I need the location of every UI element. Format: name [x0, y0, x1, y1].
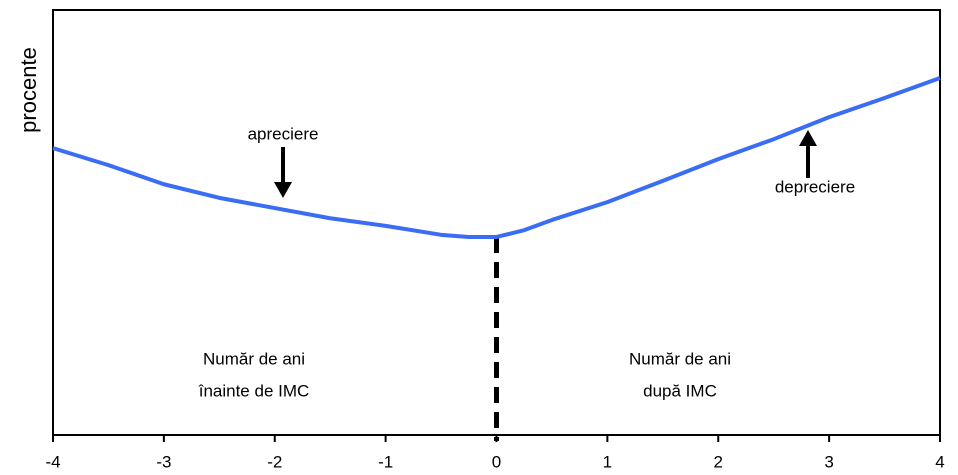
region-label: după IMC: [643, 381, 717, 400]
x-tick-label: 1: [603, 452, 612, 471]
region-label: înainte de IMC: [198, 381, 310, 400]
x-tick-label: -2: [267, 452, 282, 471]
region-label: Număr de ani: [629, 349, 731, 368]
x-tick-label: -1: [378, 452, 393, 471]
annotation: apreciere: [248, 124, 319, 143]
x-tick-label: -3: [156, 452, 171, 471]
region-label: Număr de ani: [203, 349, 305, 368]
x-tick-label: 4: [935, 452, 944, 471]
x-tick-label: -4: [45, 452, 60, 471]
data-line: [52, 76, 941, 239]
y-axis-label: procente: [16, 47, 41, 133]
arrow-head: [799, 130, 817, 146]
x-tick-label: 0: [492, 452, 501, 471]
x-tick-label: 2: [714, 452, 723, 471]
x-tick-label: 3: [824, 452, 833, 471]
annotation: depreciere: [775, 177, 855, 196]
arrow-head: [274, 182, 292, 198]
